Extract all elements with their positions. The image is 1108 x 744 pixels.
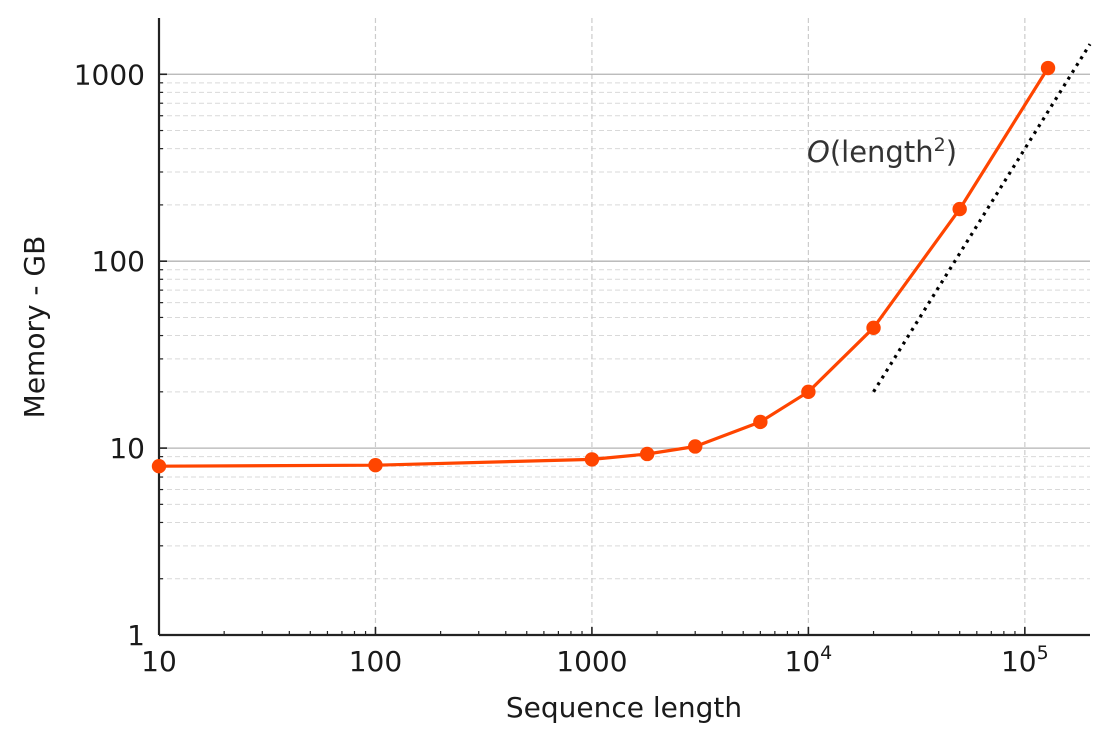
x-tick-label: 1000 [556, 645, 627, 678]
y-tick-label: 100 [92, 245, 145, 278]
major-grid [159, 18, 1090, 635]
y-tick-label: 1000 [74, 58, 145, 91]
x-tick-label: 104 [785, 642, 833, 678]
annotation-suffix: ) [946, 135, 957, 169]
x-tick-exponent: 5 [1037, 642, 1049, 664]
annotation: O(length2) [807, 134, 957, 169]
axes [157, 18, 1090, 637]
y-tick-label: 10 [109, 432, 145, 465]
reference-line-o-length-squared [872, 43, 1092, 393]
data-point [151, 459, 167, 474]
data-point [952, 201, 967, 217]
data-point [866, 320, 881, 336]
data-point [801, 384, 816, 400]
ticks [158, 73, 1026, 636]
data-point [368, 457, 383, 473]
series-line [158, 67, 1050, 468]
annotation-exponent: 2 [934, 134, 946, 156]
reference-line-group [872, 43, 1092, 393]
data-point [687, 439, 703, 454]
y-axis-title: Memory - GB [18, 236, 51, 419]
data-point [639, 446, 655, 462]
data-point [1040, 60, 1056, 76]
x-tick-label: 10 [141, 645, 177, 678]
x-tick-exponent: 4 [820, 642, 832, 664]
x-axis-title: Sequence length [506, 691, 742, 724]
x-tick-label: 100 [349, 645, 402, 678]
series-group [151, 60, 1056, 474]
data-point [753, 414, 768, 430]
annotation-prefix: O [807, 135, 830, 169]
annotation-text: (length [830, 135, 934, 169]
x-tick-label: 105 [1001, 642, 1049, 678]
y-tick-label: 1 [127, 619, 145, 652]
data-point [584, 452, 600, 467]
